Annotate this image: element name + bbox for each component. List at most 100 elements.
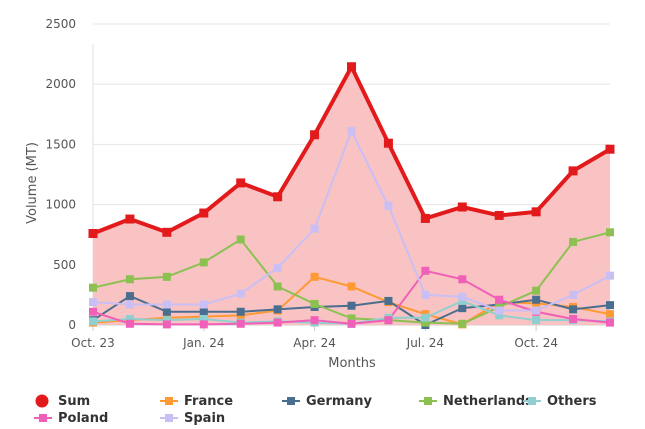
point-germany[interactable]	[569, 305, 578, 314]
legend-item-germany[interactable]: Germany	[282, 392, 372, 410]
point-sum[interactable]	[494, 210, 504, 220]
legend-item-others[interactable]: Others	[523, 392, 597, 410]
point-sum[interactable]	[273, 192, 283, 202]
point-spain[interactable]	[310, 224, 319, 233]
point-netherlands[interactable]	[310, 299, 319, 308]
legend-label: France	[184, 393, 234, 409]
point-poland[interactable]	[606, 318, 614, 327]
point-germany[interactable]	[384, 296, 393, 305]
legend-label: Germany	[306, 393, 372, 409]
point-spain[interactable]	[606, 271, 614, 280]
legend-item-spain[interactable]: Spain	[160, 409, 225, 427]
point-sum[interactable]	[420, 213, 430, 223]
point-spain[interactable]	[569, 290, 578, 299]
point-germany[interactable]	[273, 305, 282, 314]
point-others[interactable]	[532, 316, 541, 325]
point-netherlands[interactable]	[125, 275, 134, 284]
point-netherlands[interactable]	[89, 283, 97, 292]
point-germany[interactable]	[236, 307, 245, 316]
legend-item-france[interactable]: France	[160, 392, 233, 410]
y-tick-label: 0	[68, 318, 76, 332]
point-spain[interactable]	[273, 263, 282, 272]
point-germany[interactable]	[125, 292, 134, 301]
legend-symbol-netherlands	[419, 397, 437, 405]
point-germany[interactable]	[199, 307, 208, 316]
point-netherlands[interactable]	[569, 237, 578, 246]
point-sum[interactable]	[383, 138, 393, 148]
point-sum[interactable]	[347, 62, 356, 72]
point-poland[interactable]	[569, 314, 578, 323]
point-others[interactable]	[125, 314, 134, 323]
point-spain[interactable]	[347, 127, 356, 136]
point-poland[interactable]	[273, 318, 282, 327]
point-france[interactable]	[310, 272, 319, 281]
point-germany[interactable]	[606, 301, 614, 310]
point-poland[interactable]	[310, 316, 319, 325]
point-spain[interactable]	[236, 289, 245, 298]
x-axis-title: Months	[328, 356, 376, 371]
point-poland[interactable]	[384, 316, 393, 325]
point-poland[interactable]	[495, 295, 504, 304]
point-spain[interactable]	[125, 300, 134, 309]
point-netherlands[interactable]	[347, 314, 356, 323]
point-netherlands[interactable]	[162, 272, 171, 281]
point-spain[interactable]	[421, 290, 430, 299]
point-netherlands[interactable]	[273, 282, 282, 291]
area-sum-fill	[93, 66, 610, 325]
legend-item-netherlands[interactable]: Netherlands	[419, 392, 533, 410]
point-others[interactable]	[421, 313, 430, 322]
legend-label: Spain	[184, 410, 226, 426]
point-poland[interactable]	[125, 319, 134, 328]
point-sum[interactable]	[125, 214, 135, 224]
point-spain[interactable]	[384, 201, 393, 210]
series-markers[interactable]	[88, 62, 615, 329]
x-tick-label: Oct. 24	[514, 336, 558, 350]
point-sum[interactable]	[199, 208, 209, 218]
point-others[interactable]	[89, 317, 97, 326]
point-spain[interactable]	[532, 306, 541, 315]
point-sum[interactable]	[88, 228, 98, 238]
point-france[interactable]	[606, 310, 614, 319]
point-spain[interactable]	[458, 292, 467, 301]
point-germany[interactable]	[347, 301, 356, 310]
point-others[interactable]	[162, 316, 171, 325]
point-france[interactable]	[347, 282, 356, 291]
point-netherlands[interactable]	[199, 258, 208, 267]
point-poland[interactable]	[199, 320, 208, 329]
point-poland[interactable]	[347, 319, 356, 328]
point-spain[interactable]	[199, 300, 208, 309]
legend-symbol-others	[523, 397, 541, 405]
point-spain[interactable]	[162, 300, 171, 309]
y-tick-label: 500	[53, 258, 76, 272]
point-germany[interactable]	[162, 307, 171, 316]
point-sum[interactable]	[605, 144, 615, 154]
point-spain[interactable]	[89, 298, 97, 307]
point-poland[interactable]	[421, 266, 430, 275]
point-poland[interactable]	[236, 319, 245, 328]
point-netherlands[interactable]	[236, 235, 245, 244]
point-poland[interactable]	[162, 320, 171, 329]
point-others[interactable]	[199, 314, 208, 323]
point-netherlands[interactable]	[421, 318, 430, 327]
point-netherlands[interactable]	[606, 228, 614, 237]
point-germany[interactable]	[532, 295, 541, 304]
point-spain[interactable]	[495, 306, 504, 315]
point-sum[interactable]	[531, 207, 541, 217]
point-sum[interactable]	[310, 130, 320, 140]
point-germany[interactable]	[458, 304, 467, 313]
point-poland[interactable]	[458, 275, 467, 284]
legend-item-sum[interactable]: Sum	[34, 392, 90, 410]
point-sum[interactable]	[236, 178, 246, 188]
legend-symbol-spain	[160, 414, 178, 422]
point-netherlands[interactable]	[532, 286, 541, 295]
point-poland[interactable]	[89, 307, 97, 316]
point-others[interactable]	[495, 311, 504, 320]
point-others[interactable]	[458, 296, 467, 305]
y-tick-label: 1500	[45, 137, 76, 151]
legend-item-poland[interactable]: Poland	[34, 409, 108, 427]
point-sum[interactable]	[568, 166, 578, 176]
x-tick-label: Jul. 24	[406, 336, 444, 350]
point-netherlands[interactable]	[458, 319, 467, 328]
point-sum[interactable]	[457, 202, 467, 212]
point-sum[interactable]	[162, 227, 172, 237]
